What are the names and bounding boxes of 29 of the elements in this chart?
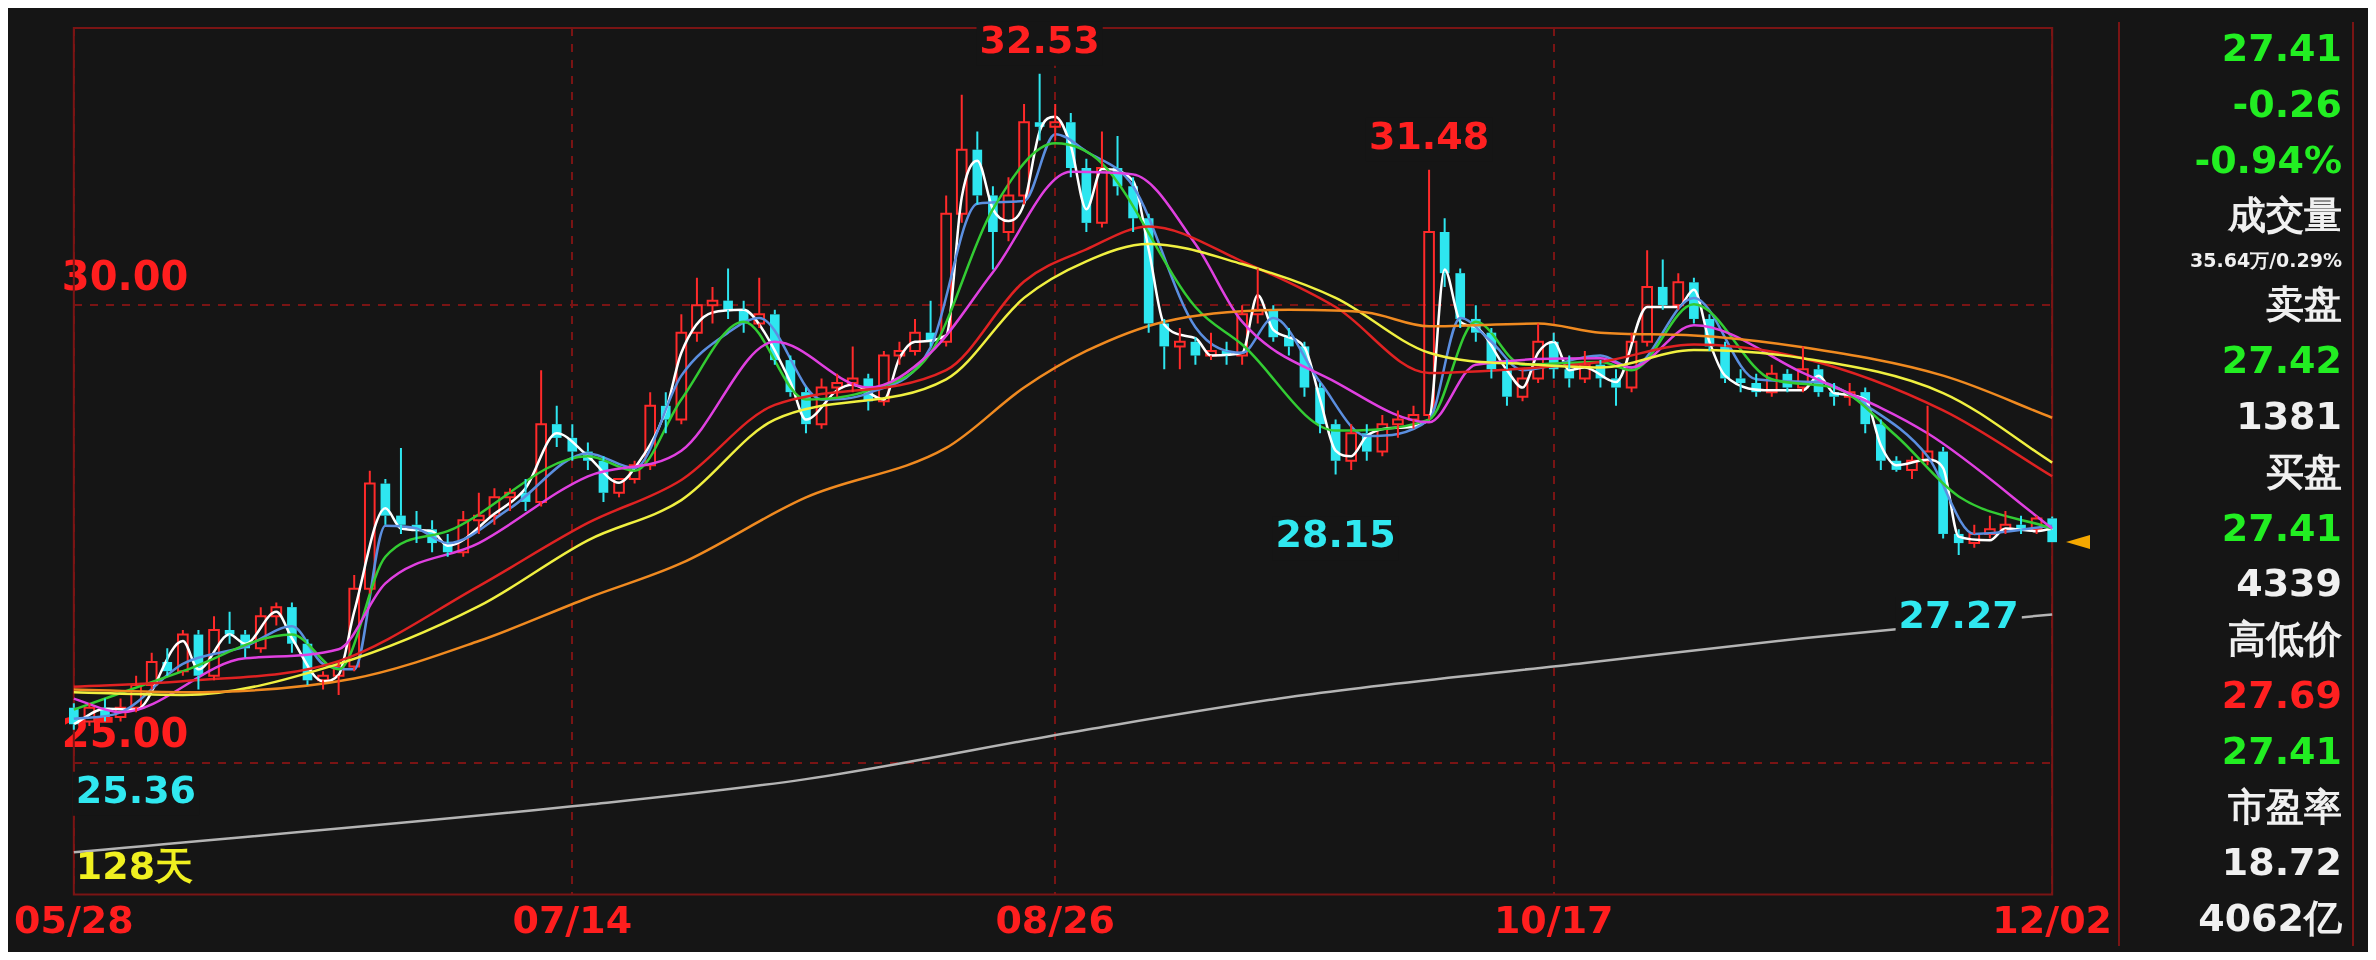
text: 35.64万/0.29% [2189,249,2342,273]
y-tick-label: 30.00 [61,252,189,299]
x-tick-label: 10/17 [1493,898,1614,943]
x-tick-label: 05/28 [14,898,134,943]
text: 27.41 [2220,728,2342,775]
text: 成交量 [2227,193,2342,240]
x-tick-label: 12/02 [1992,898,2112,943]
text: 4339 [2235,561,2342,607]
text: 买盘 [2265,449,2342,496]
text: 27.41 [2220,505,2342,552]
annotation: 25.36 [75,767,197,812]
text: 卖盘 [2265,282,2342,328]
text: 市盈率 [2227,784,2342,831]
x-tick-label: 08/26 [995,898,1116,943]
annotation: 28.15 [1275,512,1396,557]
annotation: 27.27 [1898,592,2019,637]
text: -0.26 [2231,81,2342,128]
annotation: 31.48 [1368,113,1490,158]
text: 27.42 [2220,338,2342,384]
x-tick-label: 07/14 [512,898,633,943]
text: 27.69 [2220,672,2342,719]
annotation: 32.53 [979,17,1100,62]
text: -0.94% [2193,137,2342,184]
text: 4062亿 [2197,896,2342,942]
text: 高低价 [2227,617,2342,663]
text: 1381 [2235,393,2342,440]
text: 18.72 [2220,840,2342,886]
annotation: 128天 [75,844,194,889]
text: 27.41 [2220,26,2342,72]
